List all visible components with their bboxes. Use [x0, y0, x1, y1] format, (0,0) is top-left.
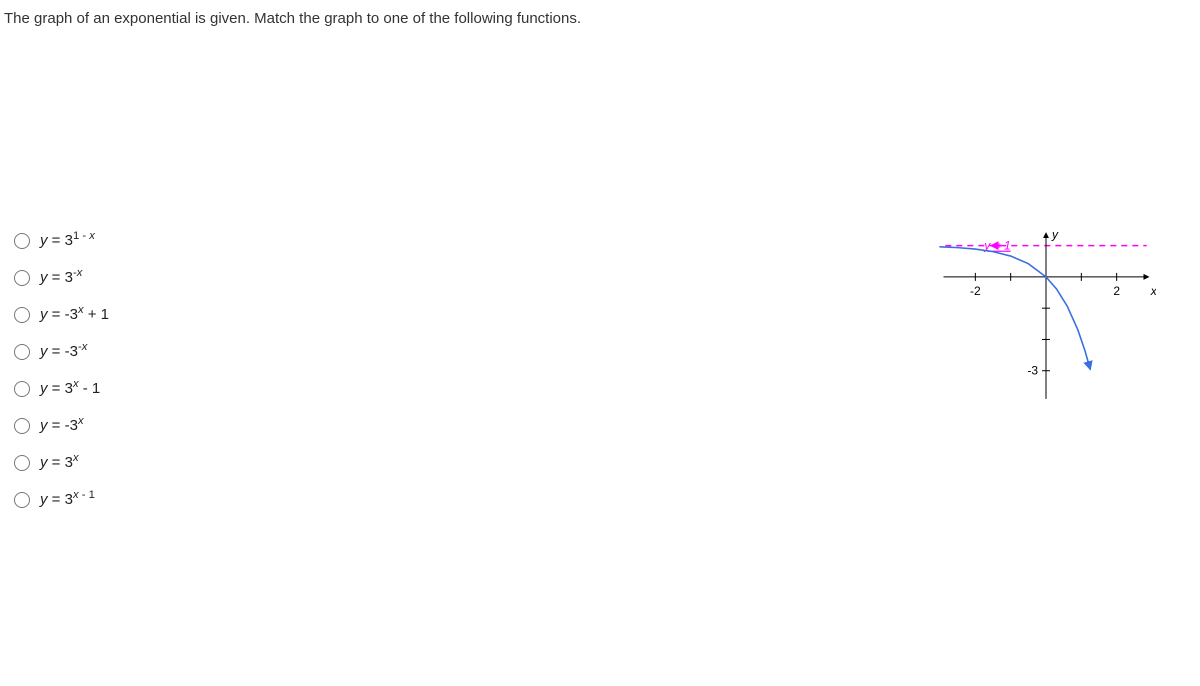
option-radio[interactable]	[14, 233, 30, 249]
option-radio[interactable]	[14, 455, 30, 471]
option-label: y = 3x	[40, 454, 79, 471]
option-label: y = -3x	[40, 417, 84, 434]
option-radio[interactable]	[14, 492, 30, 508]
question-text: The graph of an exponential is given. Ma…	[4, 10, 1196, 27]
option-radio[interactable]	[14, 307, 30, 323]
option-radio[interactable]	[14, 270, 30, 286]
svg-text:y: y	[1051, 228, 1059, 242]
exponential-graph: y = 1-22-3xy	[936, 226, 1156, 406]
option-radio[interactable]	[14, 381, 30, 397]
svg-text:x: x	[1150, 284, 1156, 298]
option-label: y = 3x - 1	[40, 380, 100, 397]
option-label: y = -3x + 1	[40, 306, 109, 323]
graph-container: y = 1-22-3xy	[936, 226, 1156, 410]
option-radio[interactable]	[14, 418, 30, 434]
content-row: y = 1-22-3xy y = 31 - xy = 3-xy = -3x + …	[4, 232, 1196, 508]
svg-text:2: 2	[1113, 284, 1120, 298]
option-label: y = 31 - x	[40, 232, 95, 249]
option-row[interactable]: y = 3x	[14, 454, 1196, 471]
option-label: y = -3-x	[40, 343, 87, 360]
option-radio[interactable]	[14, 344, 30, 360]
option-row[interactable]: y = -3x	[14, 417, 1196, 434]
svg-text:-3: -3	[1027, 364, 1038, 378]
option-label: y = 3-x	[40, 269, 82, 286]
option-row[interactable]: y = 3x - 1	[14, 491, 1196, 508]
option-label: y = 3x - 1	[40, 491, 95, 508]
svg-text:-2: -2	[970, 284, 981, 298]
